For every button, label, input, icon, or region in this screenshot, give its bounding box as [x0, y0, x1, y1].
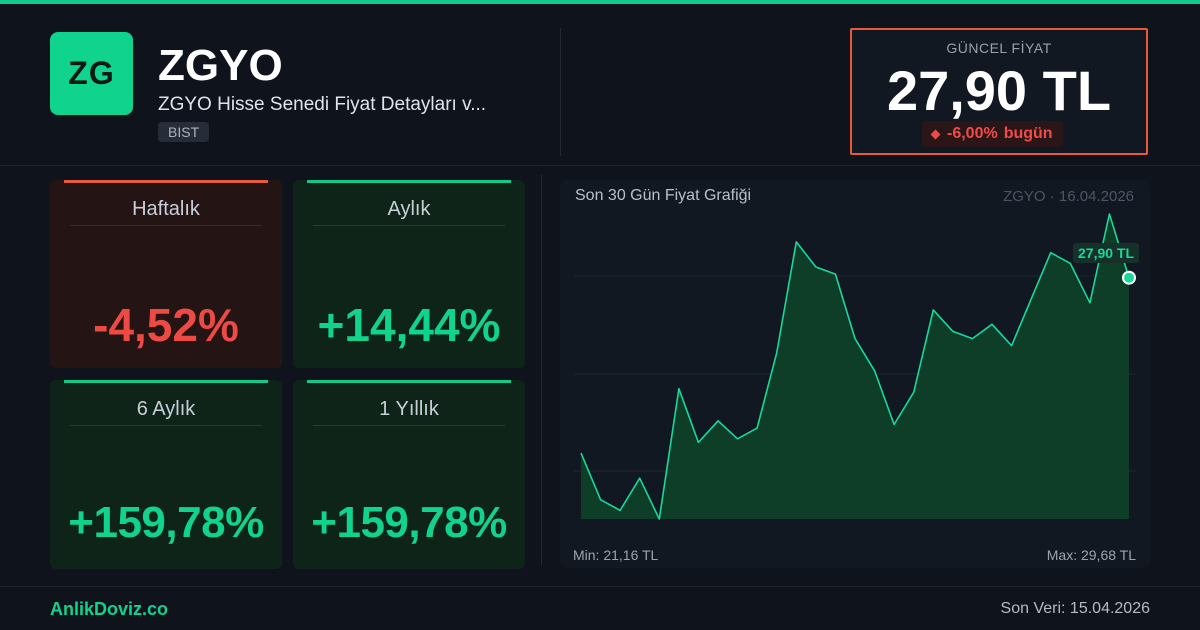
- daily-change-value: -6,00%: [947, 125, 998, 142]
- current-price-value: 27,90 TL: [886, 59, 1112, 122]
- perf-card-monthly: Aylık +14,44%: [293, 180, 525, 368]
- page-subtitle: ZGYO Hisse Senedi Fiyat Detayları v...: [158, 94, 487, 115]
- perf-card-1year: 1 Yıllık +159,78%: [293, 380, 525, 569]
- current-price-box: GÜNCEL FİYAT 27,90 TL -6,00% bugün: [850, 28, 1148, 155]
- perf-card-label: 6 Aylık: [136, 398, 196, 420]
- chart-meta: ZGYO · 16.04.2026: [1003, 188, 1134, 205]
- last-update-text: Son Veri: 15.04.2026: [1000, 600, 1150, 617]
- ticker-symbol: ZGYO: [158, 41, 283, 90]
- down-indicator-icon: [930, 129, 941, 139]
- chart-last-price-tag: 27,90 TL: [1073, 243, 1140, 263]
- chart-min-label: Min: 21,16 TL: [573, 547, 659, 563]
- price-chart: [574, 213, 1136, 520]
- perf-card-weekly: Haftalık -4,52%: [50, 180, 282, 368]
- perf-card-value: +159,78%: [68, 498, 264, 547]
- chart-area-fill: [581, 214, 1129, 519]
- exchange-badge: BIST: [158, 122, 210, 142]
- top-accent-bar: [0, 0, 1200, 4]
- perf-card-value: +14,44%: [317, 299, 501, 351]
- panel-divider: [541, 175, 542, 565]
- card-accent: [64, 180, 268, 183]
- header-divider: [560, 28, 561, 156]
- chart-title: Son 30 Gün Fiyat Grafiği: [575, 187, 752, 204]
- perf-card-label: Aylık: [387, 198, 431, 220]
- current-price-label: GÜNCEL FİYAT: [946, 40, 1052, 56]
- card-rule: [313, 225, 505, 226]
- card-accent: [64, 380, 268, 383]
- card-rule: [313, 425, 505, 426]
- footer-divider: [0, 586, 1200, 587]
- chart-last-point: [1122, 270, 1136, 285]
- brand-link[interactable]: AnlikDoviz.co: [50, 599, 169, 619]
- perf-card-value: -4,52%: [93, 299, 239, 351]
- perf-card-6month: 6 Aylık +159,78%: [50, 380, 282, 569]
- perf-card-label: 1 Yıllık: [379, 398, 439, 420]
- card-rule: [70, 425, 262, 426]
- chart-max-label: Max: 29,68 TL: [1046, 547, 1136, 563]
- perf-card-label: Haftalık: [132, 198, 200, 220]
- section-divider: [0, 165, 1200, 166]
- daily-change-badge: -6,00% bugün: [922, 121, 1063, 147]
- card-rule: [70, 225, 262, 226]
- card-accent: [307, 380, 511, 383]
- daily-change-suffix: bugün: [1003, 125, 1053, 142]
- perf-card-value: +159,78%: [311, 498, 507, 547]
- chart-price-line: [580, 213, 1130, 520]
- ticker-logo: ZG: [50, 32, 133, 115]
- card-accent: [307, 180, 511, 183]
